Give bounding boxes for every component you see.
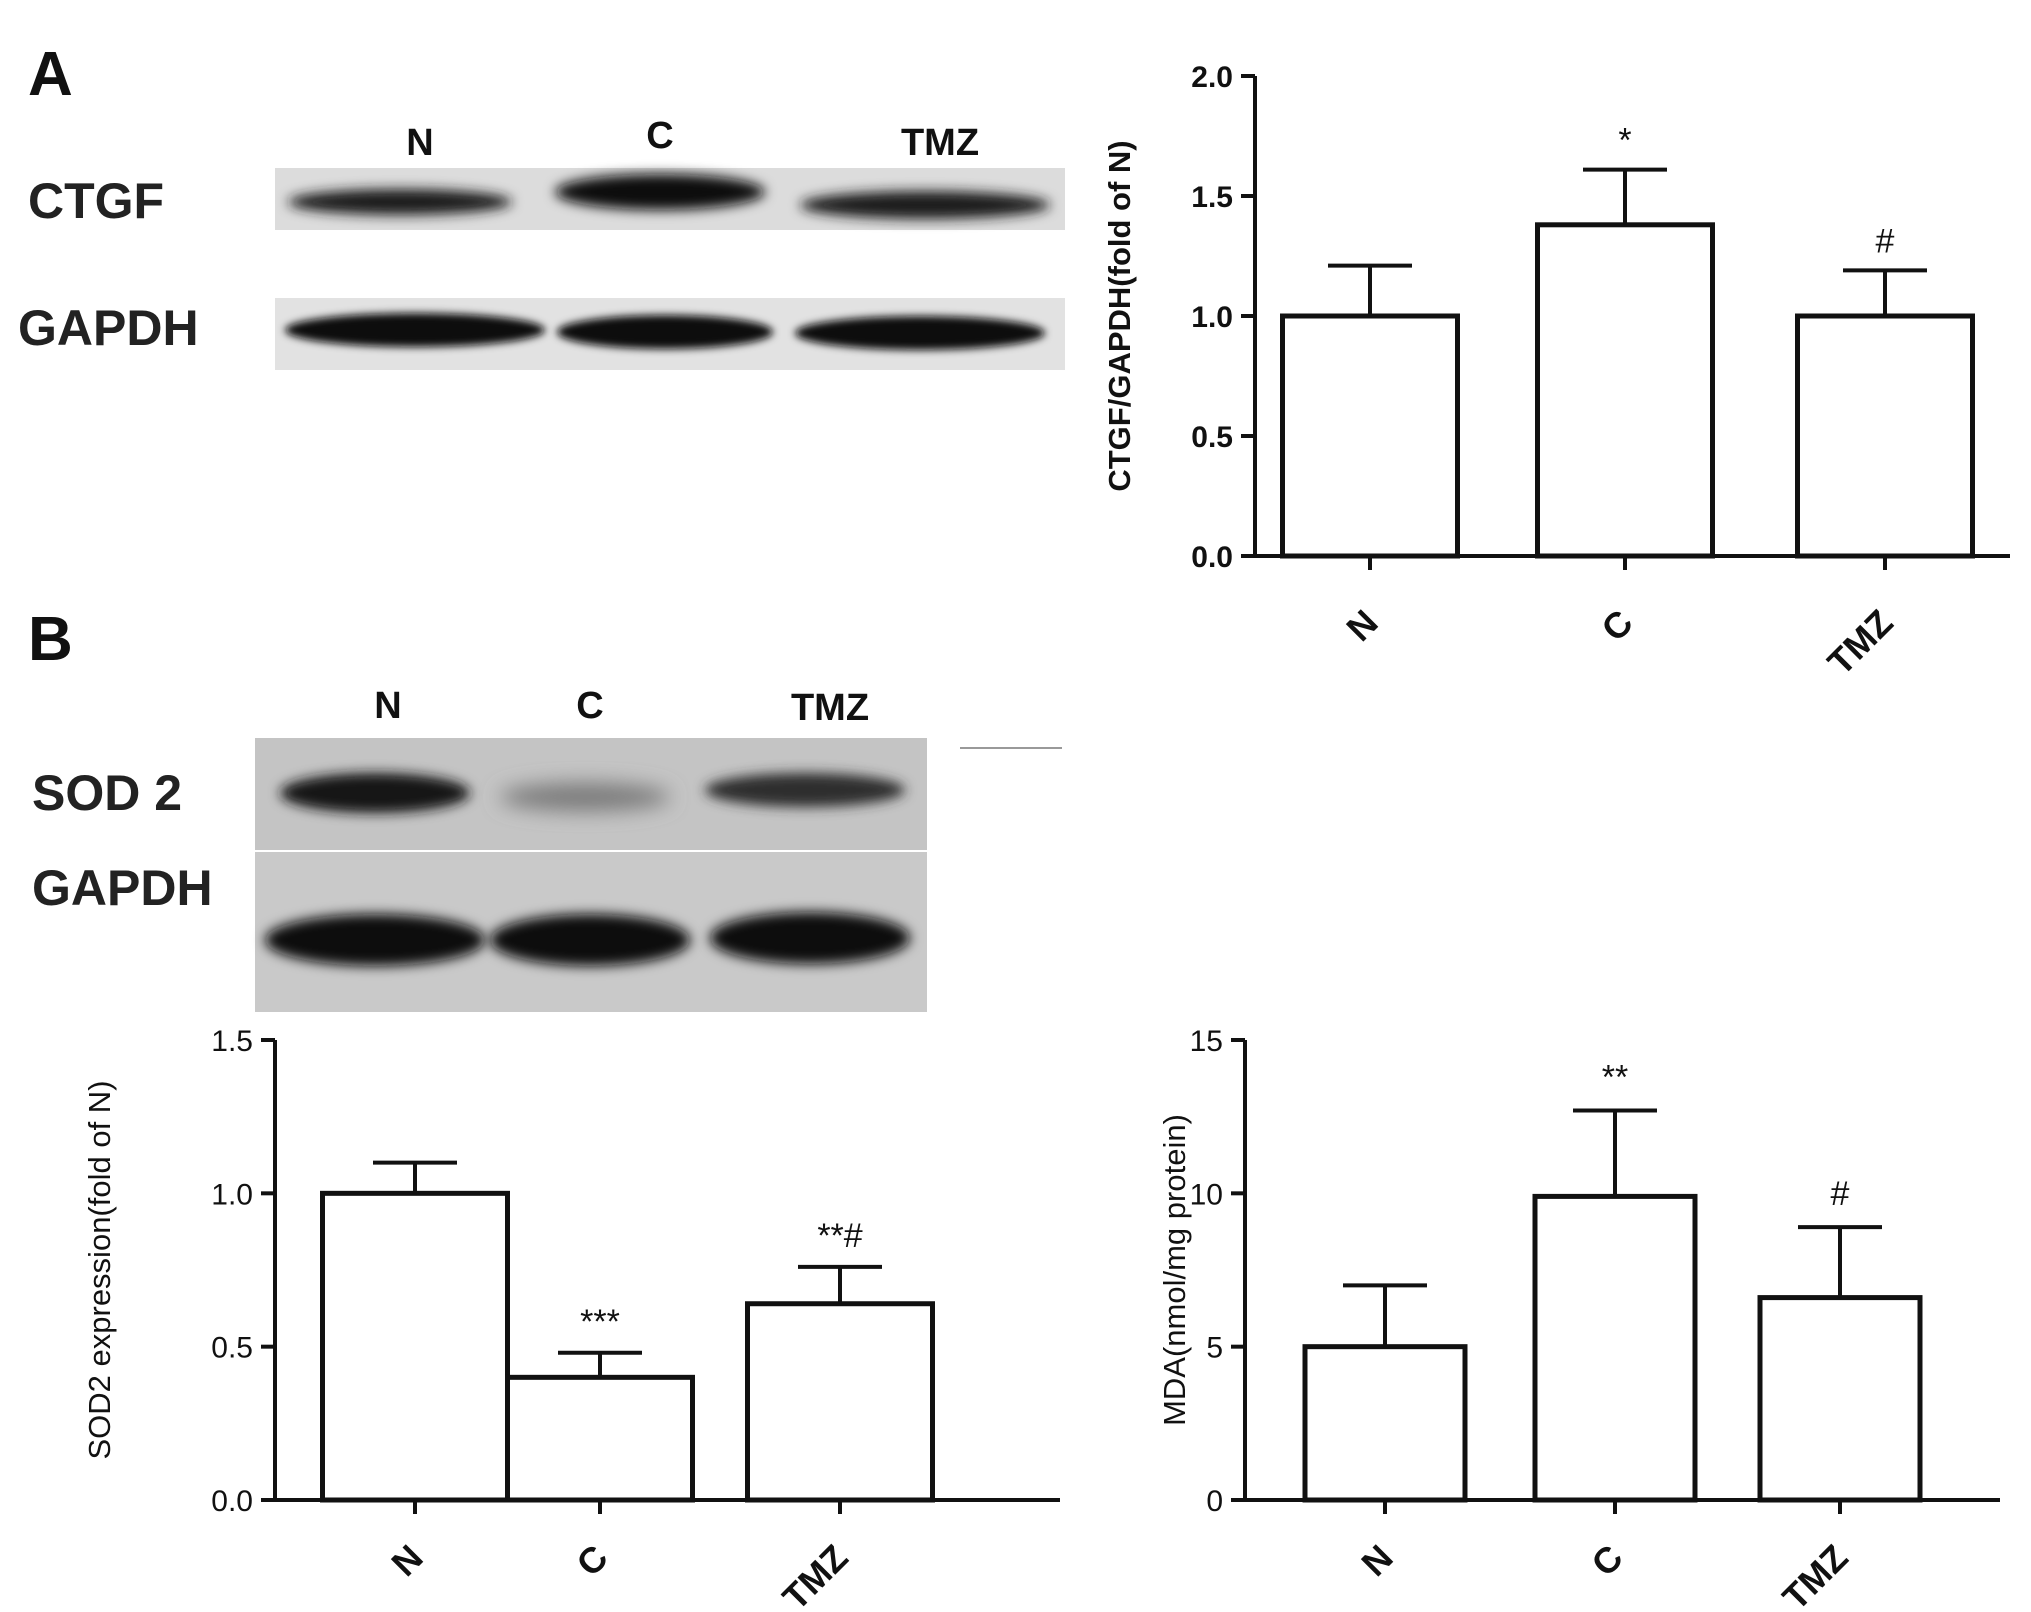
x-tick-label-n: N	[383, 1537, 430, 1584]
western-blot-b: N C TMZ SOD 2 GAPDH	[32, 685, 1062, 1012]
lane-label-b-n: N	[374, 685, 401, 727]
blot-strip-gapdh-b	[255, 852, 927, 1012]
lane-label-tmz: TMZ	[901, 122, 979, 164]
y-tick-label: 0.0	[1191, 541, 1233, 574]
blot-row-label-gapdh-b: GAPDH	[32, 860, 213, 916]
y-tick-label: 10	[1190, 1178, 1223, 1211]
lane-label-c: C	[646, 115, 673, 157]
y-tick-label: 1.5	[1191, 181, 1233, 214]
x-tick-label-tmz: TMZ	[1774, 1537, 1855, 1612]
chart-sod2-expression: 0.0 0.5 1.0 1.5 SOD2 expression(fold of N) N *…	[82, 1025, 1060, 1612]
x-tick-label-n: N	[1353, 1537, 1400, 1584]
significance-marker-c: **	[1602, 1059, 1628, 1097]
bar-c	[1535, 222, 1715, 559]
chart-ctgf-gapdh: 0.0 0.5 1.0 1.5 2.0 CTGF/GAPDH(fold of N) N * C #…	[1102, 61, 2010, 683]
blot-row-label-sod2: SOD 2	[32, 765, 182, 821]
significance-marker-c: *	[1618, 122, 1631, 160]
band-gapdh-b-tmz	[710, 912, 910, 964]
band-sod2-tmz	[705, 773, 905, 807]
y-tick-label: 15	[1190, 1025, 1223, 1058]
blot-strip-ctgf	[275, 168, 1065, 230]
band-ctgf-c	[555, 174, 765, 210]
band-ctgf-n	[288, 189, 512, 215]
significance-marker-tmz: #	[1831, 1175, 1850, 1213]
x-tick-label-tmz: TMZ	[1819, 602, 1900, 683]
bar-tmz	[745, 1301, 935, 1503]
bar-tmz	[1757, 1295, 1923, 1503]
band-gapdh-a-c	[557, 315, 773, 349]
band-gapdh-b-c	[490, 914, 690, 966]
x-tick-label-n: N	[1338, 602, 1385, 649]
blot-strip-sod2	[255, 738, 927, 850]
bar-c	[505, 1374, 695, 1503]
y-tick-label: 1.0	[1191, 301, 1233, 334]
y-tick-label: 1.0	[211, 1178, 253, 1211]
bar-n	[320, 1190, 510, 1503]
x-tick-label-c: C	[568, 1537, 615, 1584]
y-tick-label: 0.5	[1191, 421, 1233, 454]
y-tick-label: 1.5	[211, 1025, 253, 1058]
bar-n	[1302, 1344, 1468, 1503]
band-ctgf-tmz	[800, 191, 1050, 219]
blot-row-label-ctgf: CTGF	[28, 173, 164, 229]
chart-mda: 0 5 10 15 MDA(nmol/mg protein) N ** C # TMZ	[1157, 1025, 2000, 1612]
lane-label-b-c: C	[576, 685, 603, 727]
y-axis-title: MDA(nmol/mg protein)	[1157, 1114, 1192, 1426]
y-tick-label: 0	[1206, 1485, 1223, 1518]
lane-label-b-tmz: TMZ	[791, 687, 869, 729]
panel-letter-b: B	[28, 605, 73, 674]
bar-tmz	[1795, 313, 1975, 559]
significance-marker-c: ***	[580, 1303, 620, 1341]
panel-letter-a: A	[28, 40, 73, 109]
bar-n	[1280, 313, 1460, 559]
blot-strip-gapdh-a	[275, 298, 1065, 370]
blot-row-label-gapdh: GAPDH	[18, 300, 199, 356]
y-tick-label: 2.0	[1191, 61, 1233, 94]
band-sod2-n	[280, 773, 470, 813]
significance-marker-tmz: #	[1876, 222, 1895, 260]
band-gapdh-a-tmz	[795, 316, 1045, 350]
x-tick-label-tmz: TMZ	[774, 1537, 855, 1612]
significance-marker-tmz: **#	[817, 1217, 862, 1255]
western-blot-a: N C TMZ CTGF GAPDH	[18, 115, 1065, 370]
y-tick-label: 5	[1206, 1332, 1223, 1365]
bar-c	[1532, 1193, 1698, 1503]
lane-label-n: N	[406, 122, 433, 164]
y-axis-title: SOD2 expression(fold of N)	[82, 1080, 117, 1459]
y-tick-label: 0.5	[211, 1332, 253, 1365]
band-sod2-c	[500, 783, 670, 811]
y-tick-label: 0.0	[211, 1485, 253, 1518]
band-gapdh-b-n	[265, 914, 485, 966]
x-tick-label-c: C	[1593, 602, 1640, 649]
x-tick-label-c: C	[1583, 1537, 1630, 1584]
y-axis-title: CTGF/GAPDH(fold of N)	[1102, 140, 1137, 491]
band-gapdh-a-n	[285, 313, 545, 347]
